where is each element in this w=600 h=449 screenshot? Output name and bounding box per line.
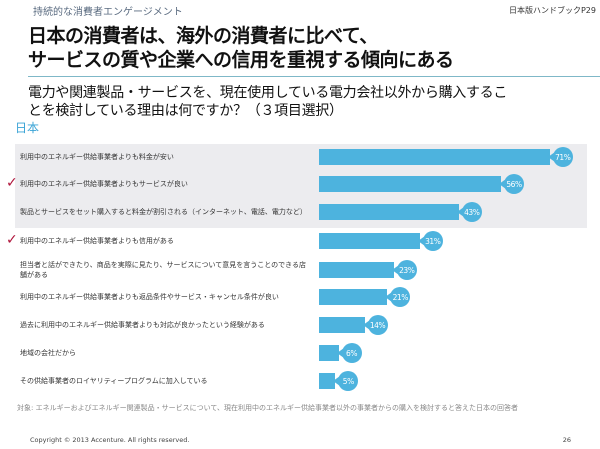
category-label: 利用中のエネルギー供給事業者よりも返品条件やサービス・キャンセル条件が良い: [20, 293, 279, 301]
category-label: その供給事業者のロイヤリティープログラムに加入している: [20, 377, 208, 385]
category-label: 製品とサービスをセット購入すると料金が割引される（インターネット、電話、電力など…: [20, 208, 307, 216]
bar: [319, 317, 365, 333]
chart-title: 日本: [15, 121, 40, 135]
category-label: 地域の会社だから: [20, 349, 76, 357]
category-label: 過去に利用中のエネルギー供給事業者よりも対応が良かったという経験がある: [20, 321, 265, 329]
question-line-2: とを検討している理由は何ですか？（３項目選択）: [28, 103, 343, 119]
chart-note: 対象: エネルギーおよびエネルギー関連製品・サービスについて、現在利用中のエネル…: [17, 404, 519, 412]
value-label: 56%: [499, 174, 524, 194]
check-icon: ✓: [6, 232, 18, 248]
value-label: 14%: [362, 315, 388, 335]
question-line-1: 電力や関連製品・サービスを、現在使用している電力会社以外から購入するこ: [28, 85, 508, 101]
title-line-1: 日本の消費者は、海外の消費者に比べて、: [28, 25, 378, 47]
category-label: 担当者と話ができたり、商品を実際に見たり、サービスについて意見を言うことのできる…: [20, 261, 307, 279]
bar: [319, 233, 420, 249]
title-line-2: サービスの質や企業への信用を重視する傾向にある: [28, 49, 454, 71]
bar: [319, 289, 388, 305]
bar: [319, 345, 339, 361]
bar: [319, 262, 394, 278]
category-label: 利用中のエネルギー供給事業者よりも信用がある: [20, 237, 174, 245]
category-label: 利用中のエネルギー供給事業者よりも料金が安い: [20, 153, 174, 161]
check-icon: ✓: [6, 175, 18, 191]
bar: [319, 176, 501, 192]
copyright: Copyright © 2013 Accenture. All rights r…: [30, 436, 190, 444]
value-label: 6%: [336, 343, 362, 363]
category-label: 利用中のエネルギー供給事業者よりもサービスが良い: [20, 180, 188, 188]
page-number: 26: [562, 436, 571, 444]
bar: [319, 204, 459, 220]
bar: [319, 149, 550, 165]
value-label: 31%: [417, 231, 443, 251]
handbook-ref: 日本版ハンドブックP29: [508, 6, 596, 15]
value-label: 71%: [547, 147, 573, 167]
value-label: 23%: [391, 260, 417, 280]
divider: [28, 76, 600, 77]
value-label: 43%: [456, 202, 482, 222]
section-label: 持続的な消費者エンゲージメント: [33, 7, 183, 18]
bar: [319, 373, 336, 389]
value-label: 21%: [385, 287, 411, 307]
value-label: 5%: [333, 371, 359, 391]
